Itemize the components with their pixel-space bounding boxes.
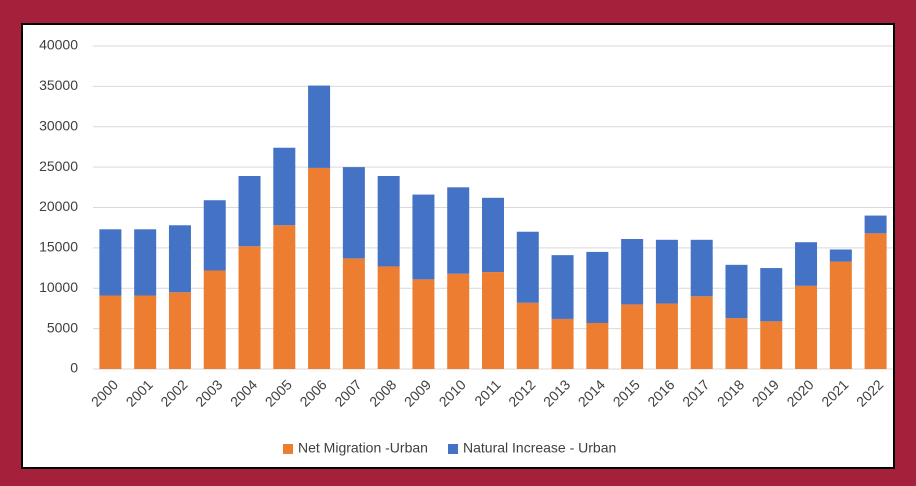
bar-segment — [516, 231, 539, 303]
y-tick-label: 0 — [70, 360, 78, 376]
bar-segment — [99, 229, 122, 296]
bar-segment — [447, 273, 470, 369]
bar-segment — [760, 321, 783, 369]
bar-segment — [377, 176, 400, 267]
bar-segment — [516, 302, 539, 369]
bar-segment — [273, 225, 296, 369]
y-tick-label: 5000 — [47, 319, 78, 335]
bar-segment — [621, 238, 644, 305]
bar-segment — [238, 176, 261, 247]
bar-segment — [412, 194, 435, 280]
bar-segment — [482, 272, 504, 369]
bar-segment — [134, 229, 157, 296]
bar-segment — [342, 258, 365, 369]
bar-segment — [725, 318, 748, 369]
y-tick-label: 30000 — [39, 117, 78, 133]
legend-label: Net Migration -Urban — [298, 440, 428, 456]
bar-segment — [238, 246, 261, 369]
legend-swatch — [283, 444, 293, 454]
bar-segment — [795, 242, 818, 286]
bar-segment — [273, 147, 296, 226]
bar-segment — [168, 225, 191, 293]
bar-segment — [134, 295, 157, 369]
legend-label: Natural Increase - Urban — [463, 440, 616, 456]
bar-segment — [99, 295, 122, 369]
bar-segment — [586, 322, 609, 369]
bar-segment — [342, 167, 365, 259]
y-tick-label: 20000 — [39, 198, 78, 214]
bar-segment — [655, 239, 678, 304]
y-tick-label: 35000 — [39, 77, 78, 93]
y-tick-label: 15000 — [39, 239, 78, 255]
y-tick-label: 40000 — [39, 37, 78, 53]
bar-segment — [168, 292, 191, 369]
bar-segment — [308, 85, 331, 168]
bar-segment — [690, 239, 713, 297]
bar-segment — [829, 261, 852, 369]
bar-segment — [482, 197, 504, 273]
bar-segment — [551, 255, 574, 319]
y-tick-label: 25000 — [39, 158, 78, 174]
bar-segment — [377, 266, 400, 369]
bar-segment — [203, 200, 226, 271]
bar-segment — [864, 233, 887, 369]
y-tick-label: 10000 — [39, 279, 78, 295]
bar-segment — [308, 167, 331, 369]
bar-segment — [551, 318, 574, 369]
bar-segment — [655, 303, 678, 369]
bar-segment — [621, 304, 644, 369]
bar-segment — [203, 270, 226, 369]
bar-segment — [864, 215, 887, 234]
legend-swatch — [448, 444, 458, 454]
bar-segment — [412, 279, 435, 369]
bar-segment — [690, 296, 713, 369]
bar-segment — [725, 264, 748, 319]
bar-segment — [760, 268, 783, 322]
bar-segment — [829, 249, 852, 262]
bar-segment — [795, 285, 818, 369]
bar-segment — [447, 187, 470, 274]
bar-segment — [586, 251, 609, 323]
